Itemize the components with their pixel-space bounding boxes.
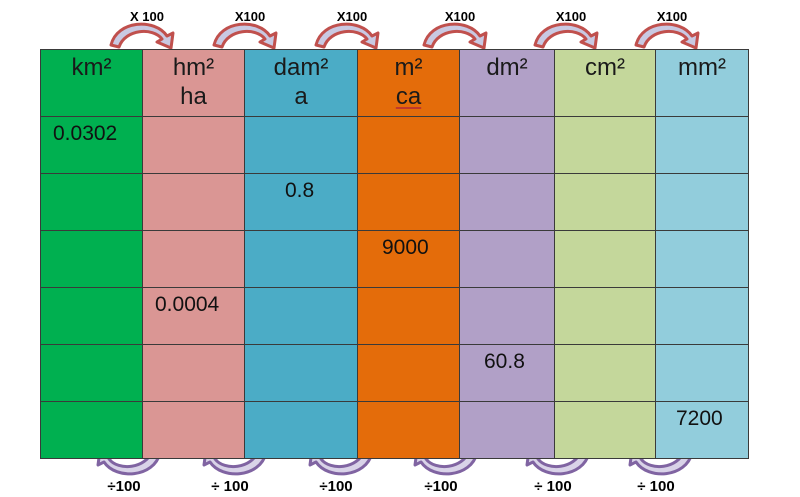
header-row: km² hm² ha dam² a m² ca dm² cm² mm² <box>40 49 749 117</box>
table-cell <box>142 173 245 231</box>
table-cell <box>40 230 143 288</box>
table-row: 0.8 <box>40 173 749 231</box>
multiply-label: X100 <box>555 9 587 24</box>
multiply-label: X 100 <box>130 9 164 24</box>
table-row: 9000 <box>40 230 749 288</box>
table-cell: 0.8 <box>244 173 358 231</box>
table-cell <box>357 401 460 459</box>
table-cell <box>459 173 555 231</box>
table-cell <box>554 116 656 174</box>
table-cell <box>244 344 358 402</box>
multiply-label: X100 <box>234 9 266 24</box>
unit-header-dam2: dam² a <box>244 49 358 117</box>
table-cell <box>357 173 460 231</box>
table-cell <box>40 173 143 231</box>
table-cell: 7200 <box>655 401 749 459</box>
table-cell: 0.0004 <box>142 287 245 345</box>
table-cell <box>554 173 656 231</box>
table-cell: 0.0302 <box>40 116 143 174</box>
multiply-label: X100 <box>656 9 688 24</box>
divide-label: ÷100 <box>319 478 353 495</box>
table-cell <box>244 287 358 345</box>
multiply-arrow-icon <box>533 22 599 50</box>
table-cell <box>40 344 143 402</box>
table-cell <box>142 116 245 174</box>
unit-header-km2: km² <box>40 49 143 117</box>
divide-label: ÷ 100 <box>637 478 675 495</box>
table-cell <box>244 116 358 174</box>
table-cell <box>142 401 245 459</box>
table-cell <box>459 401 555 459</box>
multiply-arrow-icon <box>212 22 278 50</box>
table-cell <box>554 230 656 288</box>
table-row: 60.8 <box>40 344 749 402</box>
table-cell <box>142 230 245 288</box>
table-cell <box>655 344 749 402</box>
table-cell <box>357 287 460 345</box>
multiply-arrow-icon <box>314 22 380 50</box>
table-cell <box>459 230 555 288</box>
table-cell <box>142 344 245 402</box>
table-row: 7200 <box>40 401 749 459</box>
unit-header-dm2: dm² <box>459 49 555 117</box>
multiply-arrow-icon <box>634 22 700 50</box>
table-cell <box>40 287 143 345</box>
table-cell <box>554 287 656 345</box>
divide-label: ÷100 <box>107 478 141 495</box>
table-cell <box>357 344 460 402</box>
table-cell: 9000 <box>357 230 460 288</box>
table-cell <box>554 401 656 459</box>
multiply-label: X100 <box>336 9 368 24</box>
multiply-arrow-icon <box>422 22 488 50</box>
table-cell <box>655 287 749 345</box>
multiply-label: X100 <box>444 9 476 24</box>
divide-label: ÷ 100 <box>211 478 249 495</box>
table-cell <box>357 116 460 174</box>
table-cell <box>655 173 749 231</box>
table-cell <box>244 401 358 459</box>
table-row: 0.0004 <box>40 287 749 345</box>
unit-header-cm2: cm² <box>554 49 656 117</box>
unit-header-mm2: mm² <box>655 49 749 117</box>
unit-conversion-table: km² hm² ha dam² a m² ca dm² cm² mm² 0.0302 … <box>40 49 749 459</box>
unit-header-hm2: hm² ha <box>142 49 245 117</box>
table-cell <box>40 401 143 459</box>
unit-header-m2: m² ca <box>357 49 460 117</box>
multiply-arrow-icon <box>109 22 175 50</box>
table-cell <box>655 116 749 174</box>
table-row: 0.0302 <box>40 116 749 174</box>
table-cell <box>655 230 749 288</box>
table-cell <box>244 230 358 288</box>
divide-label: ÷ 100 <box>534 478 572 495</box>
table-cell: 60.8 <box>459 344 555 402</box>
table-cell <box>554 344 656 402</box>
table-cell <box>459 287 555 345</box>
table-cell <box>459 116 555 174</box>
divide-label: ÷100 <box>424 478 458 495</box>
